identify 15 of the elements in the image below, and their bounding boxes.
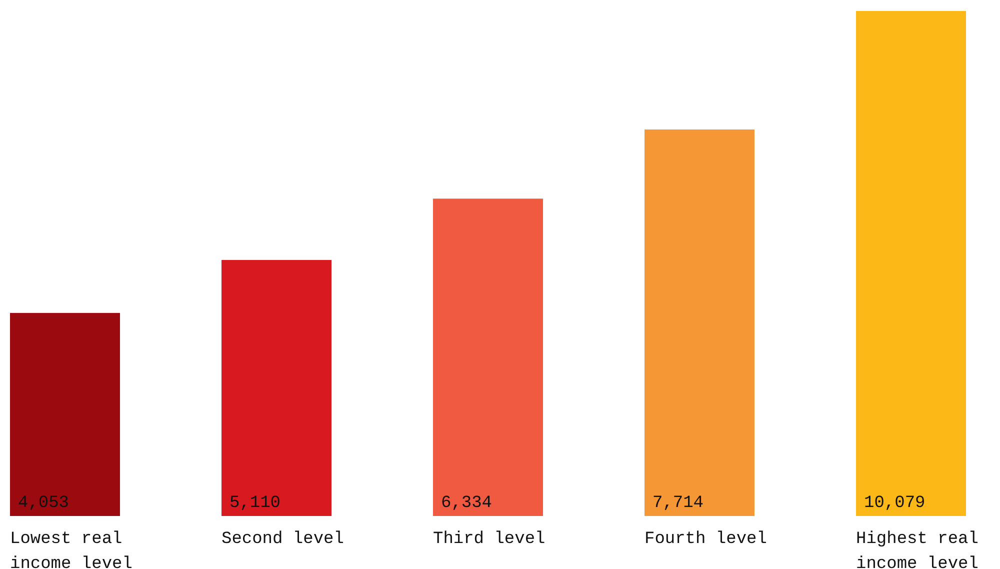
x-tick-label: Second level xyxy=(222,530,344,549)
data-label: 5,110 xyxy=(230,494,281,513)
x-tick-label: Lowest real income level xyxy=(10,530,132,569)
bar xyxy=(644,129,754,516)
data-label: 4,053 xyxy=(18,494,70,513)
bar xyxy=(10,312,120,516)
bar xyxy=(856,11,966,516)
bar xyxy=(222,260,332,516)
x-tick-label: Highest real income level xyxy=(856,530,978,569)
bar xyxy=(433,198,543,516)
x-tick-label: Fourth level xyxy=(644,530,767,549)
data-label: 10,079 xyxy=(864,494,926,513)
x-tick-label: Third level xyxy=(433,530,546,549)
data-label: 7,714 xyxy=(652,494,704,513)
data-label: 6,334 xyxy=(441,494,492,513)
